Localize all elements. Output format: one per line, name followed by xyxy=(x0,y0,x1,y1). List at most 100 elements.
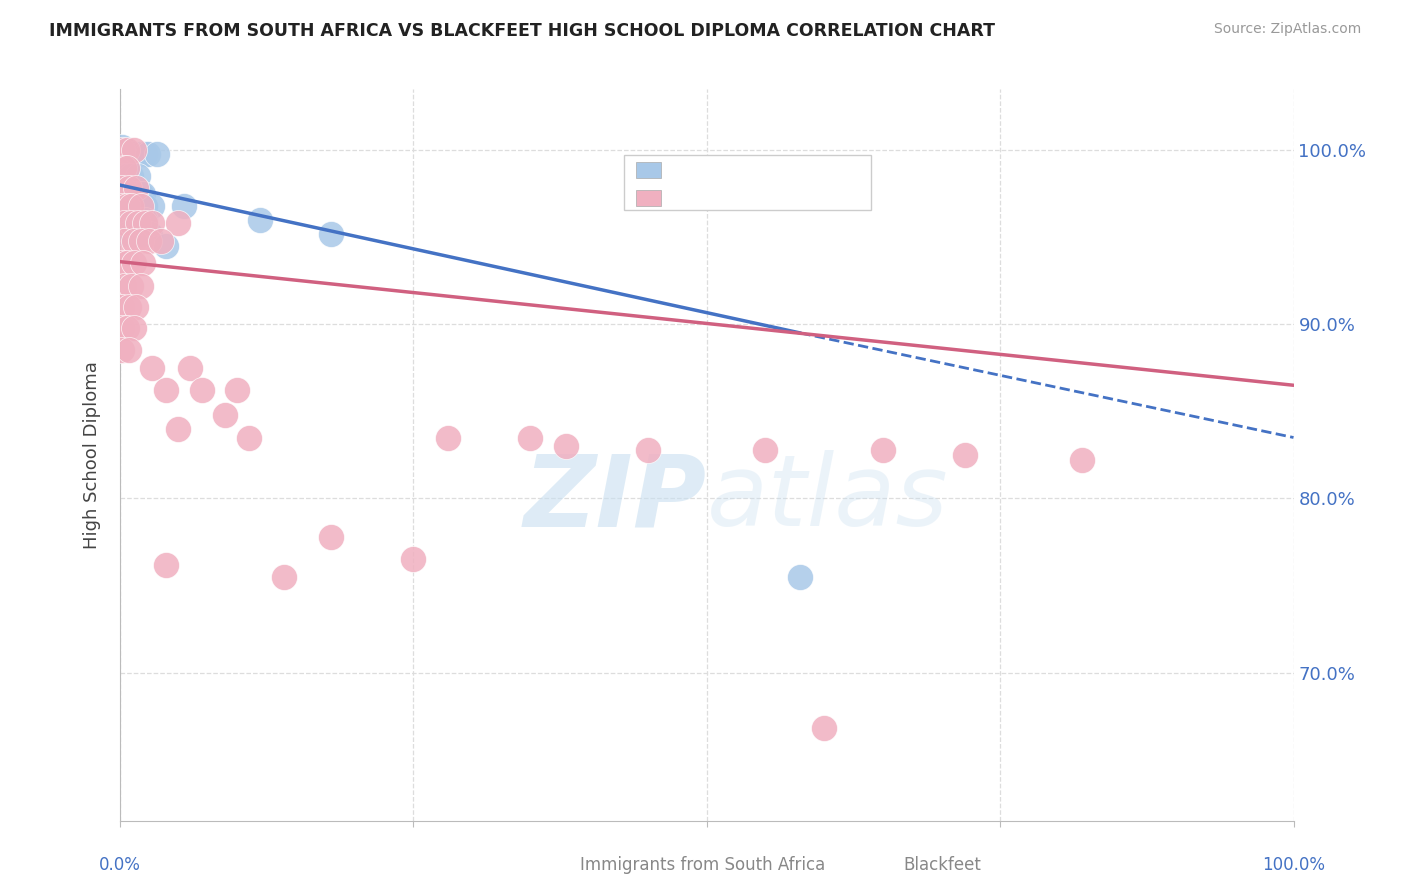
Point xyxy=(141,216,163,230)
Text: Source: ZipAtlas.com: Source: ZipAtlas.com xyxy=(1213,22,1361,37)
Text: −0.138: −0.138 xyxy=(697,189,763,207)
Point xyxy=(129,279,152,293)
Point xyxy=(134,216,156,230)
Point xyxy=(167,422,190,436)
Point xyxy=(139,227,162,241)
Point xyxy=(112,161,135,175)
Point xyxy=(141,199,163,213)
Point xyxy=(402,552,425,566)
Point xyxy=(120,216,142,230)
Point xyxy=(149,234,172,248)
Point xyxy=(637,442,659,457)
Text: Blackfeet: Blackfeet xyxy=(903,856,981,874)
Point xyxy=(115,320,138,334)
Point xyxy=(111,139,134,153)
Point xyxy=(319,530,342,544)
Point xyxy=(129,199,152,213)
Point xyxy=(122,146,145,161)
Point xyxy=(111,199,134,213)
Point xyxy=(118,199,141,213)
Point xyxy=(112,199,135,213)
Point xyxy=(214,408,236,422)
Point xyxy=(112,212,135,227)
Point xyxy=(120,199,142,213)
Point xyxy=(132,227,155,241)
Point xyxy=(789,570,811,584)
Point xyxy=(115,256,138,270)
Text: IMMIGRANTS FROM SOUTH AFRICA VS BLACKFEET HIGH SCHOOL DIPLOMA CORRELATION CHART: IMMIGRANTS FROM SOUTH AFRICA VS BLACKFEE… xyxy=(49,22,995,40)
Point xyxy=(225,384,249,398)
Point xyxy=(111,143,134,157)
Point xyxy=(111,343,134,358)
Text: 100.0%: 100.0% xyxy=(1263,856,1324,874)
Point xyxy=(115,227,138,241)
Text: −0.284: −0.284 xyxy=(697,161,763,179)
Point xyxy=(111,256,134,270)
Point xyxy=(129,234,152,248)
Point xyxy=(134,146,156,161)
Point xyxy=(179,360,201,375)
Point xyxy=(125,212,148,227)
Point xyxy=(129,212,152,227)
Point xyxy=(112,216,135,230)
Point xyxy=(167,216,190,230)
Point xyxy=(155,384,177,398)
Point xyxy=(112,279,135,293)
Point xyxy=(115,186,138,201)
Point xyxy=(122,199,145,213)
Point xyxy=(111,181,134,195)
Point xyxy=(122,256,145,270)
Point xyxy=(118,343,141,358)
Point xyxy=(127,227,149,241)
Point xyxy=(120,227,142,241)
Point xyxy=(953,448,976,462)
Point xyxy=(115,143,138,157)
Point xyxy=(132,256,155,270)
Point xyxy=(437,430,460,444)
Text: N = 36: N = 36 xyxy=(756,161,814,179)
Point xyxy=(155,558,177,572)
Point xyxy=(122,143,145,157)
Point xyxy=(118,300,141,314)
Text: 0.0%: 0.0% xyxy=(98,856,141,874)
Point xyxy=(120,279,142,293)
Y-axis label: High School Diploma: High School Diploma xyxy=(83,361,101,549)
Point xyxy=(129,146,152,161)
Point xyxy=(134,212,156,227)
Point xyxy=(754,442,776,457)
Point xyxy=(120,169,142,184)
Point xyxy=(554,439,576,453)
Point xyxy=(273,570,295,584)
Point xyxy=(146,146,169,161)
Point xyxy=(115,199,138,213)
Point xyxy=(134,199,156,213)
Text: atlas: atlas xyxy=(707,450,948,548)
Point xyxy=(138,234,160,248)
Point xyxy=(125,300,148,314)
Point xyxy=(127,216,149,230)
Point xyxy=(112,234,135,248)
Point xyxy=(115,169,138,184)
Point xyxy=(118,186,141,201)
Point xyxy=(190,384,212,398)
Point xyxy=(122,186,145,201)
Point xyxy=(813,722,835,736)
Point xyxy=(872,442,894,457)
Point xyxy=(155,239,177,253)
Point xyxy=(125,181,148,195)
Text: R =: R = xyxy=(669,189,706,207)
Point xyxy=(122,320,145,334)
Point xyxy=(519,430,541,444)
Point xyxy=(173,199,195,213)
Point xyxy=(141,360,163,375)
Point xyxy=(249,212,271,227)
Point xyxy=(115,161,138,175)
Point xyxy=(127,169,149,184)
Text: N = 56: N = 56 xyxy=(756,189,814,207)
Point xyxy=(132,186,155,201)
Point xyxy=(118,181,141,195)
Point xyxy=(238,430,260,444)
Text: ZIP: ZIP xyxy=(523,450,707,548)
Point xyxy=(1071,453,1094,467)
Point xyxy=(111,300,134,314)
